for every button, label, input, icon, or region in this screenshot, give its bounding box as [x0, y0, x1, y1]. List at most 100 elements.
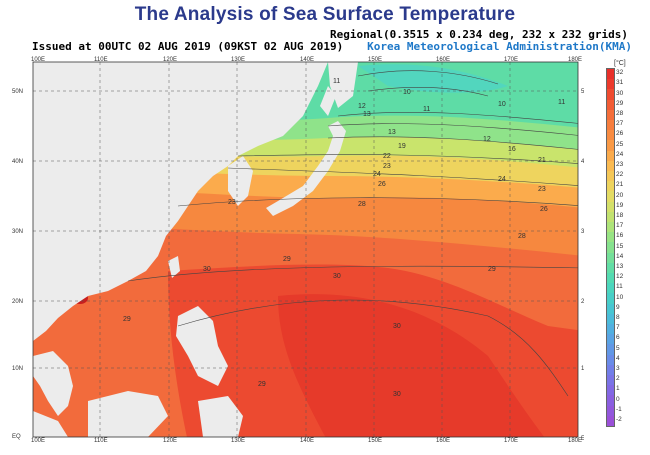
colorbar-segment [607, 364, 614, 376]
colorbar-tick-label: 30 [616, 89, 624, 97]
taiwan-island [168, 256, 180, 278]
isotherm-label: 28 [518, 233, 526, 240]
colorbar-segment [607, 303, 614, 315]
colorbar-segment [607, 344, 614, 356]
isotherm-label: 26 [378, 181, 386, 188]
colorbar-tick-label: 31 [616, 79, 624, 87]
isotherm-label: 11 [423, 106, 430, 113]
isotherm-label: 29 [258, 381, 266, 388]
okhotsk-coast [328, 62, 358, 108]
colorbar-tick-label: 7 [616, 324, 620, 332]
isotherm-label: 23 [228, 199, 236, 206]
lon-label: 170E [504, 438, 518, 442]
colorbar-tick-label: 15 [616, 242, 624, 250]
lon-label: 150E [368, 57, 382, 63]
colorbar-tick-label: 29 [616, 99, 624, 107]
isotherm-label: 30 [393, 323, 401, 330]
isotherm-label: 30 [393, 391, 401, 398]
colorbar-segment [607, 405, 614, 417]
colorbar-segment [607, 171, 614, 182]
sulawesi [198, 396, 243, 437]
colorbar-segment [607, 222, 614, 233]
colorbar-segment [607, 140, 614, 152]
colorbar-tick-label: 12 [616, 273, 624, 281]
lat-label: 40N [12, 159, 24, 165]
colorbar-tick-label: 9 [616, 303, 620, 311]
lon-label: 120E [163, 438, 177, 442]
colorbar: [°C] 32 31 30 29 28 27 26 25 24 23 22 21 20 19 18 17 16 1… [600, 60, 640, 430]
indochina [33, 351, 73, 416]
isotherm-label: 16 [508, 146, 516, 153]
lon-label: 100E [31, 438, 45, 442]
isotherm-label: 30 [333, 273, 341, 280]
lon-label: 150E [368, 438, 382, 442]
lat-labels-left: 50N 40N 30N 20N 10N EQ [12, 56, 28, 446]
colorbar-tick-label: 17 [616, 222, 624, 230]
isotherm-label: 28 [358, 201, 366, 208]
isotherm-label: 24 [373, 171, 381, 178]
isotherm-label: 23 [538, 186, 546, 193]
colorbar-segment [607, 354, 614, 366]
colorbar-segment [607, 150, 614, 162]
colorbar-tick-label: 21 [616, 181, 624, 189]
isotherm-label: 13 [388, 129, 396, 136]
lon-label: 100E [31, 57, 45, 63]
colorbar-segment [607, 293, 614, 305]
colorbar-segment [607, 324, 614, 335]
colorbar-tick-label: 23 [616, 160, 624, 168]
graticule [33, 62, 578, 437]
lon-label: 120E [163, 57, 177, 63]
lon-label: 170E [504, 57, 518, 63]
colorbar-tick-label: -1 [616, 405, 622, 413]
isotherm-label: 10 [403, 89, 411, 96]
colorbar-tick-label: 11 [616, 283, 623, 291]
lon-label: 140E [300, 438, 314, 442]
isotherms [127, 70, 578, 397]
isotherm-label: 10 [498, 101, 506, 108]
isotherm-label: 30 [203, 266, 211, 273]
lat-label: 10N [581, 366, 584, 372]
sst-map: 11 10 11 10 11 12 13 13 12 16 19 21 22 2… [6, 56, 592, 444]
colorbar-segment [607, 120, 614, 131]
lon-label: 160E [436, 438, 450, 442]
colorbar-segment [607, 395, 614, 407]
colorbar-tick-label: 1 [616, 385, 620, 393]
colorbar-tick-label: 27 [616, 120, 624, 128]
lat-label: 30N [12, 229, 24, 235]
grid-resolution: Regional(0.3515 x 0.234 deg, 232 x 232 g… [329, 28, 628, 41]
isotherm-label: 24 [498, 176, 506, 183]
lat-label: 10N [12, 366, 24, 372]
colorbar-tick-label: 8 [616, 313, 620, 321]
colorbar-segment [607, 130, 614, 141]
colorbar-tick-label: 20 [616, 191, 624, 199]
colorbar-segment [607, 99, 614, 111]
colorbar-tick-label: 3 [616, 364, 620, 372]
colorbar-segment [607, 211, 614, 223]
lon-label: 180E [568, 57, 582, 63]
map-frame [32, 61, 579, 438]
colorbar-segment [607, 415, 614, 427]
isotherm-label: 13 [363, 111, 371, 118]
colorbar-tick-label: 26 [616, 130, 624, 138]
colorbar-segment [607, 191, 614, 203]
colorbar-tick-label: 5 [616, 344, 620, 352]
colorbar-segment [607, 69, 614, 80]
lat-label: 30N [581, 229, 584, 235]
philippines [176, 306, 228, 386]
lon-label: 130E [231, 438, 245, 442]
japan-islands [266, 121, 346, 216]
lat-label: 20N [12, 299, 24, 305]
colorbar-segment [607, 273, 614, 284]
colorbar-unit: [°C] [614, 60, 626, 67]
colorbar-tick-label: 18 [616, 211, 624, 219]
lat-label: 20N [581, 299, 584, 305]
colorbar-segment [607, 109, 614, 121]
issued-time: Issued at 00UTC 02 AUG 2019 (09KST 02 AU… [32, 40, 344, 53]
colorbar-segment [607, 385, 614, 396]
colorbar-segment [607, 201, 614, 213]
colorbar-tick-label: 24 [616, 150, 624, 158]
colorbar-segment [607, 160, 614, 172]
isotherm-label: 12 [358, 103, 366, 110]
colorbar-segment [607, 375, 614, 386]
colorbar-scale [606, 68, 615, 427]
